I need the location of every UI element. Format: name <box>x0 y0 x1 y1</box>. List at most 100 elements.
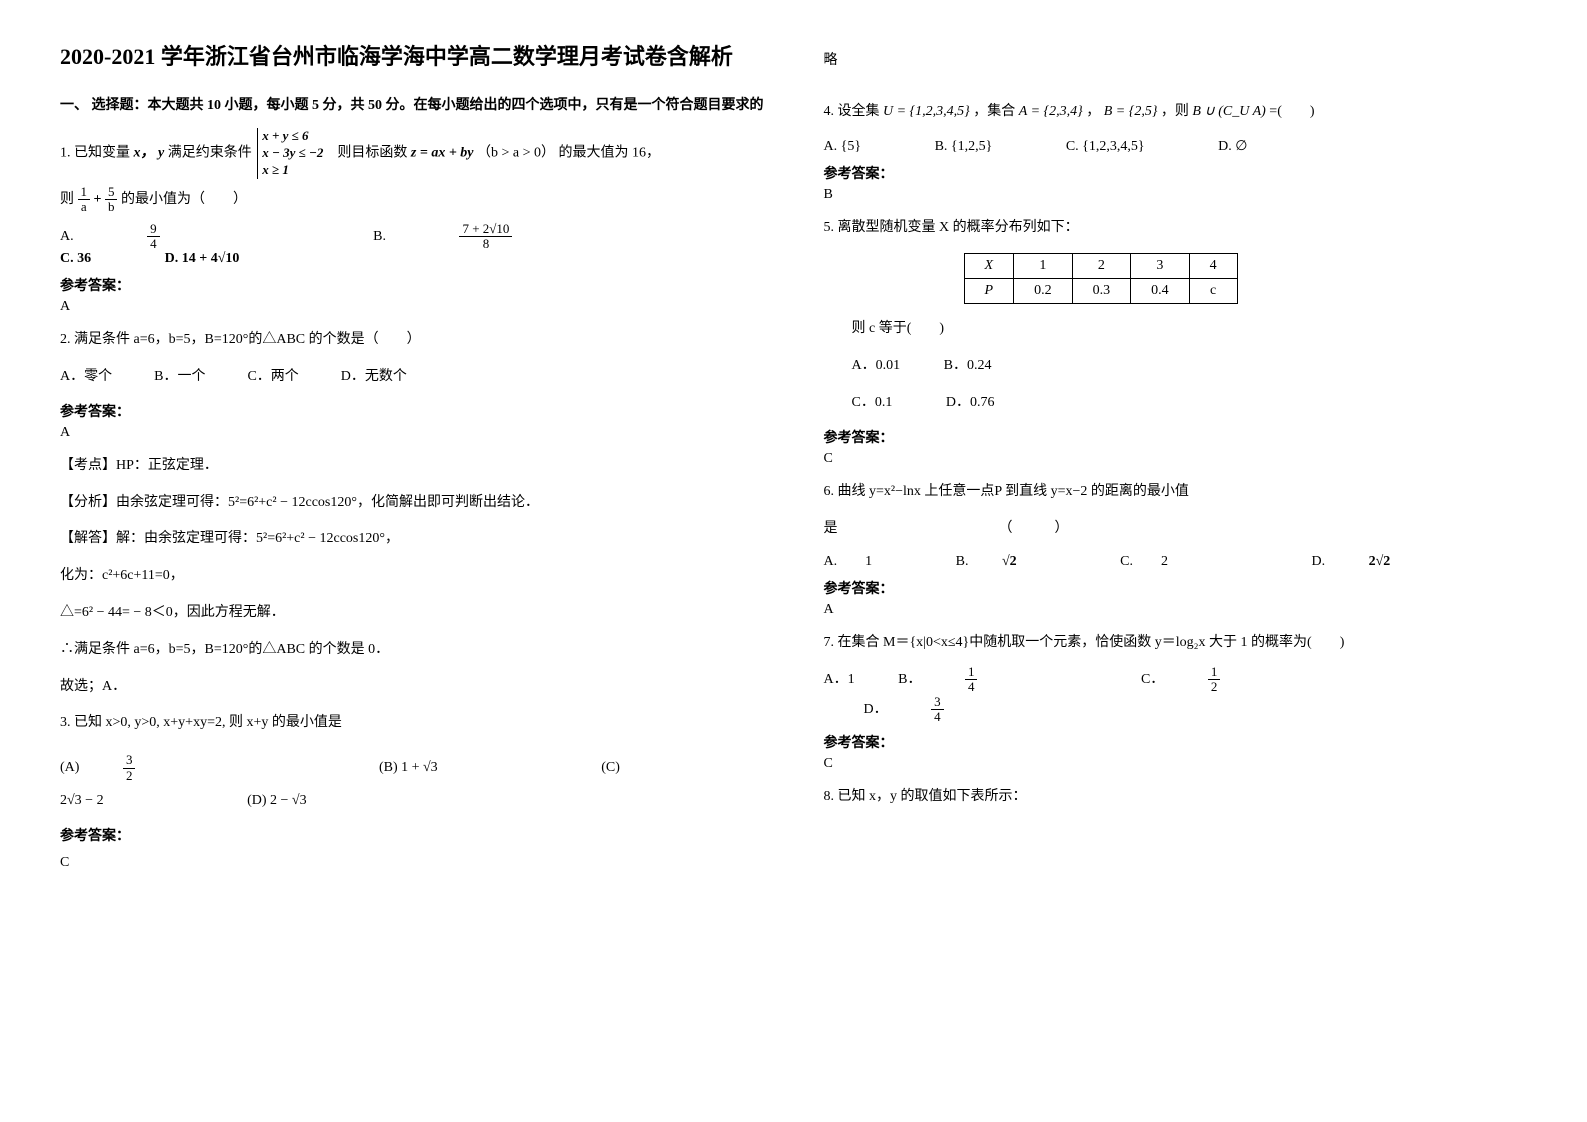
q1-text-c: 则目标函数 <box>337 146 407 161</box>
q1-f1-den: a <box>78 200 91 214</box>
q5-ans-head: 参考答案： <box>824 427 1528 447</box>
q4-c: ， <box>1086 104 1100 119</box>
q5-oD: D．0.76 <box>946 395 995 410</box>
q1-zexpr: z = ax + by <box>411 146 474 161</box>
q1-plus: + <box>94 192 102 207</box>
q7-oD-frac: 3 4 <box>931 695 984 725</box>
q2-point: 【考点】HP：正弦定理． <box>60 451 764 482</box>
q1-text-f: 的最小值为（ ） <box>121 192 247 207</box>
q1-text-e: 则 <box>60 192 74 207</box>
q3-A-d: 2 <box>123 769 136 783</box>
q1-optB-l: B. <box>373 229 386 245</box>
question-3: 3. 已知 x>0, y>0, x+y+xy=2, 则 x+y 的最小值是 <box>60 708 764 739</box>
q4-opt-c: C. {1,2,3,4,5} <box>1066 139 1145 155</box>
q1-ans-head: 参考答案： <box>60 275 764 295</box>
q6-oD-v: 2√2 <box>1369 554 1391 570</box>
q1-optB-frac: 7 + 2√10 8 <box>459 222 582 252</box>
q1-sys-3: x ≥ 1 <box>262 162 289 177</box>
q2-sol-5: 故选；A． <box>60 672 764 703</box>
table-header-row: X 1 2 3 4 <box>964 254 1237 279</box>
q3-opt-a: (A) 3 2 <box>60 753 215 783</box>
q7-oB-l: B． <box>898 668 921 688</box>
q2-ans-head: 参考答案： <box>60 401 764 421</box>
q4-opt-b: B. {1,2,5} <box>935 139 993 155</box>
q2-options: A．零个 B．一个 C．两个 D．无数个 <box>60 362 764 393</box>
q1-optC-v: C. 36 <box>60 251 91 266</box>
q3-opt-c2: 2√3 − 2 <box>60 793 104 809</box>
q6-oB-v: √2 <box>1002 554 1017 570</box>
q2-sol-3: △=6² − 44= − 8＜0，因此方程无解． <box>60 598 764 629</box>
q1-optA-n: 9 <box>147 222 160 237</box>
q4-expr: B ∪ (C_U A) <box>1192 104 1265 119</box>
question-4: 4. 设全集 U = {1,2,3,4,5} ，集合 A = {2,3,4} ，… <box>824 97 1528 128</box>
q4-a: 4. 设全集 <box>824 104 880 119</box>
question-5: 5. 离散型随机变量 X 的概率分布列如下： <box>824 213 1528 244</box>
q3-options-row1: (A) 3 2 (B) 1 + √3 (C) <box>60 753 764 783</box>
q7-oD: D． 3 4 <box>864 695 1024 725</box>
th-0: X <box>964 254 1014 279</box>
q2-answer: A <box>60 425 764 441</box>
q1-var-y: y <box>158 146 164 161</box>
q3-extra: 略 <box>824 46 1528 77</box>
q6-answer: A <box>824 602 1528 618</box>
question-7: 7. 在集合 M＝{x|0<x≤4}中随机取一个元素，恰使函数 y＝log₂x … <box>824 628 1528 659</box>
q4-B: B = {2,5} <box>1104 104 1158 119</box>
td-2: 0.3 <box>1072 279 1131 304</box>
left-column: 2020-2021 学年浙江省台州市临海学海中学高二数学理月考试卷含解析 一、 … <box>60 40 764 881</box>
q1-sys-1: x + y ≤ 6 <box>262 128 308 143</box>
question-6b: 是 （ ） <box>824 514 1528 545</box>
q1-sys-2: x − 3y ≤ −2 <box>262 145 323 160</box>
q1-options: A. 9 4 B. 7 + 2√10 8 C. 36 D. 14 + 4√10 <box>60 222 764 268</box>
q7-oC-n: 1 <box>1208 665 1221 680</box>
q5-opts-1: A．0.01 B．0.24 <box>824 351 1528 382</box>
exam-title: 2020-2021 学年浙江省台州市临海学海中学高二数学理月考试卷含解析 <box>60 40 764 73</box>
td-0: P <box>964 279 1014 304</box>
q1-var-x: x， <box>134 146 155 161</box>
q6-oB-l: B. <box>956 554 969 570</box>
q1-opt-c: C. 36 <box>60 251 91 267</box>
q3-opt-b: (B) 1 + √3 <box>379 760 438 776</box>
q7-answer: C <box>824 756 1528 772</box>
q7-oC: C． 1 2 <box>1141 665 1300 695</box>
question-1: 1. 已知变量 x， y 满足约束条件 x + y ≤ 6 x − 3y ≤ −… <box>60 128 764 179</box>
q5-oA: A．0.01 <box>852 358 901 373</box>
q4-b: ，集合 <box>973 104 1015 119</box>
th-2: 2 <box>1072 254 1131 279</box>
q1-optA-l: A. <box>60 229 74 245</box>
q3-options-row2: 2√3 − 2 (D) 2 − √3 <box>60 793 764 809</box>
q4-e: =( ) <box>1269 104 1314 119</box>
q7-oB: B． 1 4 <box>898 665 1057 695</box>
q5-tail: 则 c 等于( ) <box>824 314 1528 345</box>
table-data-row: P 0.2 0.3 0.4 c <box>964 279 1237 304</box>
q7-oA: A．1 <box>824 668 855 688</box>
td-4: c <box>1189 279 1237 304</box>
q1-f2-den: b <box>105 200 118 214</box>
q7-oD-n: 3 <box>931 695 944 710</box>
q3-opt-d: (D) 2 − √3 <box>247 793 307 809</box>
q5-oB: B．0.24 <box>944 358 992 373</box>
q1-frac-2: 5 b <box>105 185 118 215</box>
question-6: 6. 曲线 y=x²−lnx 上任意一点P 到直线 y=x−2 的距离的最小值 <box>824 477 1528 508</box>
q3-A-frac: 3 2 <box>123 753 176 783</box>
q7-options: A．1 B． 1 4 C． 1 2 D． 3 4 <box>824 665 1528 724</box>
q6-ans-head: 参考答案： <box>824 578 1528 598</box>
q1-system: x + y ≤ 6 x − 3y ≤ −2 x ≥ 1 <box>257 128 323 179</box>
q1-optA-d: 4 <box>147 237 160 251</box>
q3-opt-c: (C) <box>601 760 620 776</box>
question-1-tail: 则 1 a + 5 b 的最小值为（ ） <box>60 185 764 216</box>
question-8: 8. 已知 x，y 的取值如下表所示： <box>824 782 1528 813</box>
q5-opts-2: C．0.1 D．0.76 <box>824 388 1528 419</box>
th-1: 1 <box>1014 254 1073 279</box>
q7-oD-l: D． <box>864 698 888 718</box>
q3-ans-head: 参考答案： <box>60 825 764 845</box>
q2-sol-4: ∴满足条件 a=6，b=5，B=120°的△ABC 的个数是 0． <box>60 635 764 666</box>
q7-ans-head: 参考答案： <box>824 732 1528 752</box>
q6-options: A. 1 B. √2 C. 2 D. 2√2 <box>824 550 1528 570</box>
q4-opt-a: A. {5} <box>824 139 862 155</box>
q2-analysis: 【分析】由余弦定理可得：5²=6²+c² − 12ccos120°，化简解出即可… <box>60 488 764 519</box>
q4-opt-d: D. ∅ <box>1218 138 1247 155</box>
q3-A-l: (A) <box>60 760 79 776</box>
q7-oB-frac: 1 4 <box>965 665 1018 695</box>
q1-optB-n: 7 + 2√10 <box>459 222 512 237</box>
q4-U: U = {1,2,3,4,5} <box>883 104 970 119</box>
